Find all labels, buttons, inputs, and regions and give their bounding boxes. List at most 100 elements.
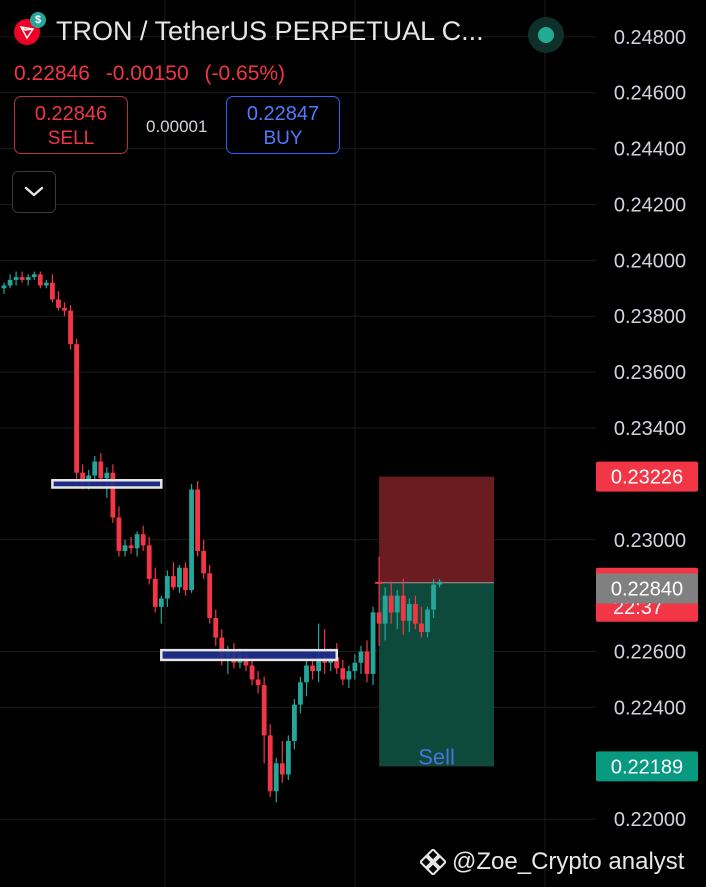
sell-label: SELL (47, 128, 95, 149)
candle-body (152, 578, 158, 607)
watermark: @Zoe_Crypto analyst (420, 848, 684, 876)
price-tick-label: 0.24400 (614, 139, 686, 161)
zone-box (160, 648, 338, 662)
price-tick-label: 0.22000 (614, 809, 686, 831)
candle-body (183, 567, 188, 591)
candle-body (413, 604, 418, 624)
candle-body (358, 651, 364, 663)
symbol-title[interactable]: TRON / TetherUS PERPETUAL C... (56, 16, 484, 46)
candle-body (316, 657, 321, 672)
price-tick-label: 0.23800 (614, 306, 686, 328)
candle-body (364, 651, 370, 674)
candle-body (310, 665, 315, 672)
price-tick-label: 0.24800 (614, 27, 686, 49)
price-tick-label: 0.24200 (614, 194, 686, 216)
candle-body (304, 665, 309, 683)
candle-body (195, 489, 200, 551)
candle-body (171, 576, 176, 588)
price-tick-label: 0.24600 (614, 83, 686, 105)
candle-body (134, 534, 140, 549)
grid (0, 0, 596, 887)
chevron-down-icon (24, 186, 44, 197)
candle-body (158, 598, 164, 607)
candle-body (98, 461, 104, 479)
candle-body (388, 595, 394, 613)
price-tick-label: 0.23400 (614, 418, 686, 440)
candle-body (352, 662, 358, 672)
buy-label: BUY (263, 128, 303, 149)
candle-body (400, 595, 406, 621)
last-price: 0.22846 (14, 62, 90, 85)
binance-logo-icon (420, 849, 446, 875)
candle-body (406, 604, 412, 621)
candle-body (92, 461, 98, 476)
buy-button[interactable]: 0.22847 BUY (226, 96, 340, 154)
candle-body (292, 704, 297, 741)
symbol-header[interactable]: $ TRON / TetherUS PERPETUAL C... (14, 11, 484, 47)
candle-body (177, 567, 182, 588)
watermark-text: @Zoe_Crypto analyst (452, 848, 685, 875)
candle-body (164, 576, 170, 599)
candle-body (146, 545, 152, 579)
price-change-percent: (-0.65%) (204, 62, 286, 85)
price-tick-label: 0.22400 (614, 697, 686, 719)
zones: Sell (379, 476, 495, 769)
candle-body (437, 581, 442, 585)
candle-body (122, 545, 128, 551)
stop-loss-zone (379, 476, 495, 583)
candle-body (340, 668, 346, 680)
candle-body (370, 612, 376, 674)
candle-body (279, 763, 285, 775)
tether-badge-icon: $ (30, 11, 46, 28)
candle-body (298, 682, 303, 705)
spread-value: 0.00001 (146, 117, 208, 136)
candle-body (207, 573, 213, 619)
price-label-text: 0.22189 (611, 756, 683, 778)
candle-body (13, 277, 19, 280)
candle-body (110, 472, 116, 518)
candle-body (104, 472, 110, 479)
zone-box (51, 479, 163, 489)
candle-body (334, 657, 340, 669)
candle-body (213, 618, 219, 638)
candle-body (273, 763, 279, 792)
candle-body (31, 274, 37, 278)
buy-price: 0.22847 (246, 103, 320, 125)
candle-body (43, 282, 49, 286)
candle-body (1, 285, 7, 289)
candle-body (116, 517, 122, 551)
candle-body (249, 665, 255, 680)
candle-body (261, 685, 267, 736)
candle-body (255, 679, 261, 686)
price-change: -0.00150 (105, 62, 189, 85)
candle-body (50, 282, 55, 300)
collapse-button[interactable] (12, 171, 56, 213)
price-tick-label: 0.22600 (614, 642, 686, 664)
price-label-box (596, 461, 698, 492)
candle-body (219, 637, 225, 658)
candle-body (376, 612, 382, 624)
market-status-icon[interactable] (528, 17, 564, 53)
price-tick-label: 0.23000 (614, 530, 686, 552)
candle-body (394, 595, 400, 613)
tron-logo-icon: $ (14, 11, 46, 45)
candle-body (285, 740, 291, 775)
sell-button[interactable]: 0.22846 SELL (14, 96, 128, 154)
candle-body (80, 472, 86, 484)
candle-body (346, 671, 352, 680)
candle-body (128, 545, 134, 549)
candle-body (382, 595, 388, 624)
price-tick-label: 0.23600 (614, 362, 686, 384)
candle-body (425, 609, 430, 632)
price-axis: 0.24800 0.24600 0.24400 0.24200 0.24000 0.238… (614, 27, 686, 831)
candle-body (189, 489, 194, 591)
candle-body (37, 274, 43, 286)
candle-body (56, 299, 61, 308)
candle-body (140, 534, 146, 546)
price-label-text: 0.23226 (611, 467, 683, 489)
price-label-box (596, 751, 698, 782)
price-label-text: 0.22840 (611, 578, 683, 600)
candle-body (19, 277, 25, 280)
